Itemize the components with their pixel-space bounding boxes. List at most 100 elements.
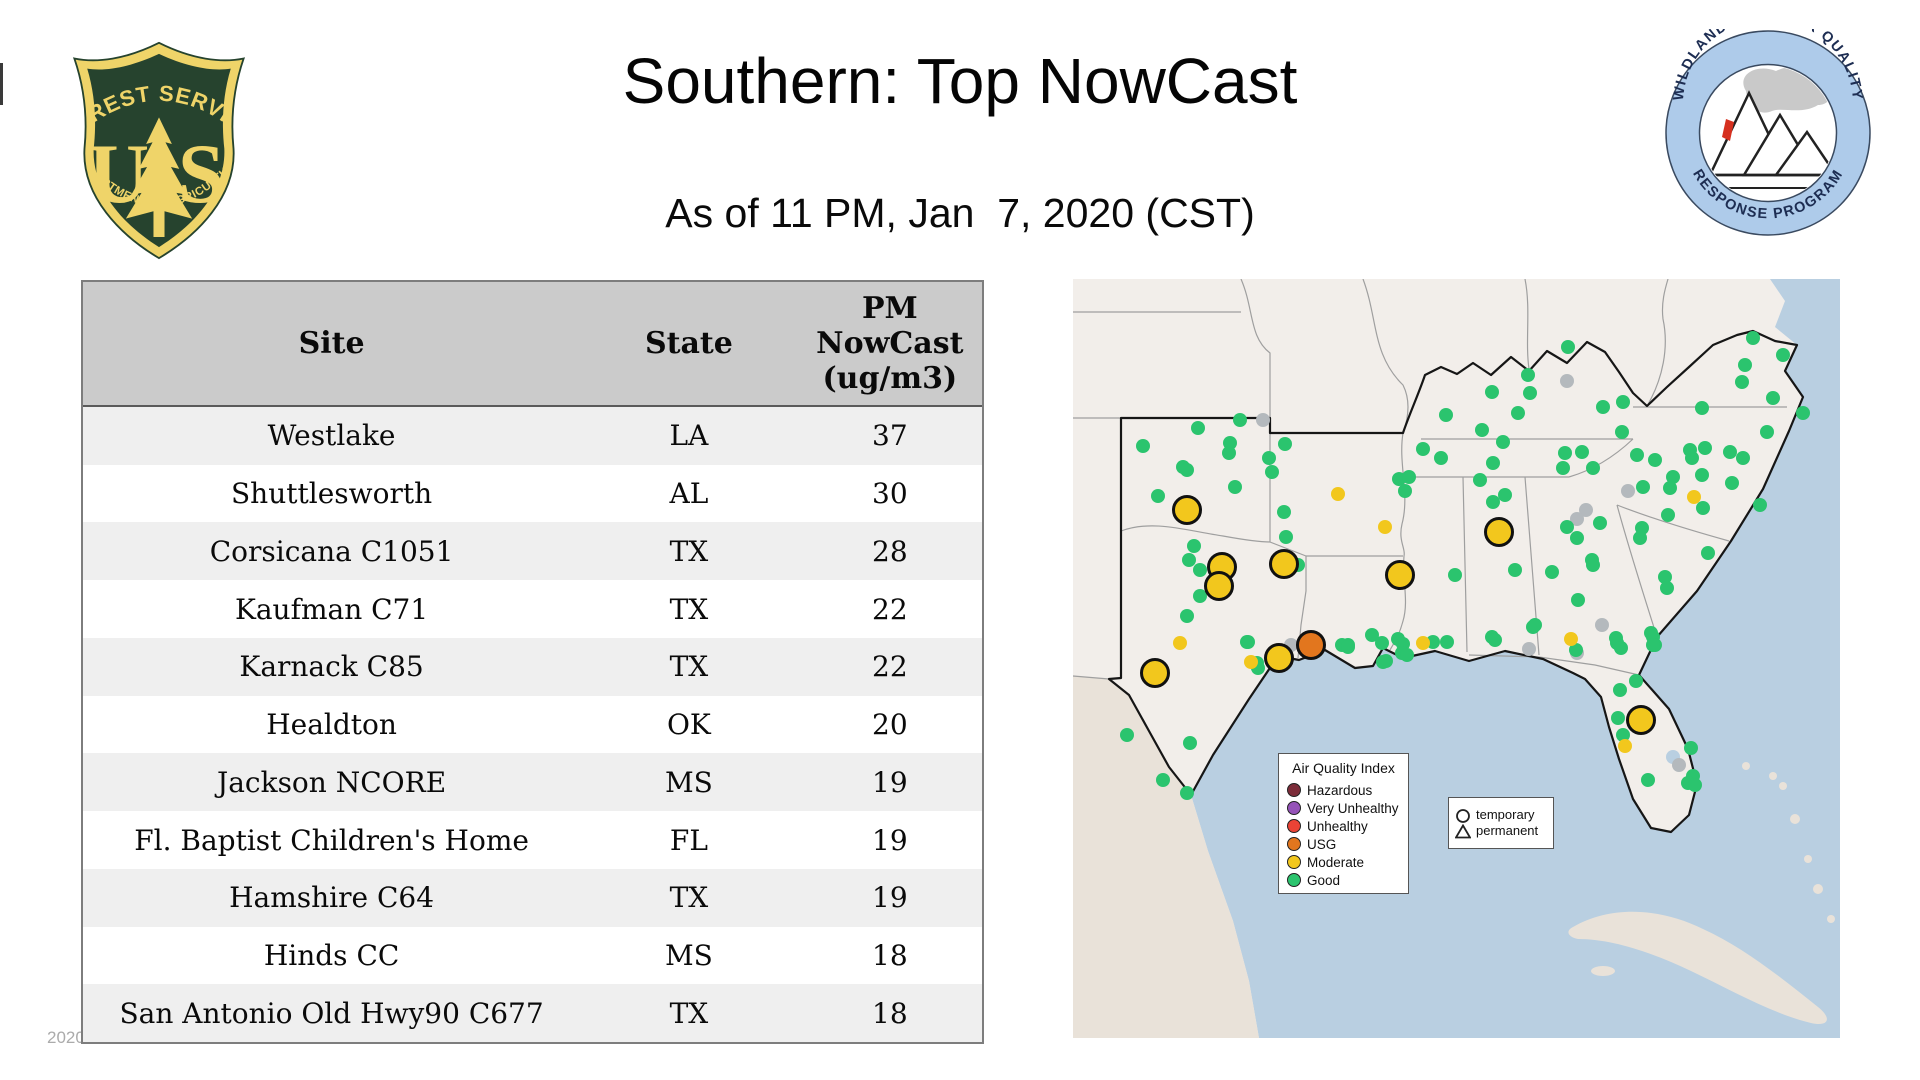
dots-large-moderate-marker — [1626, 705, 1656, 735]
table-row: Shuttlesworth AL 30 — [83, 464, 982, 523]
dots-good-marker — [1561, 340, 1575, 354]
dots-good-marker — [1485, 385, 1499, 399]
cell-value: 28 — [872, 534, 908, 568]
dots-good-marker — [1182, 553, 1196, 567]
dots-neutral-marker — [1595, 618, 1609, 632]
table-row: Karnack C85 TX 22 — [83, 637, 982, 696]
dots-good-marker — [1376, 655, 1390, 669]
dots-good-marker — [1586, 461, 1600, 475]
dots-good-marker — [1136, 439, 1150, 453]
dots-good-marker — [1556, 461, 1570, 475]
cell-state: TX — [669, 650, 709, 684]
dots-good-marker — [1473, 473, 1487, 487]
dots-good-marker — [1193, 563, 1207, 577]
dots-good-marker — [1646, 638, 1660, 652]
dots-good-marker — [1488, 633, 1502, 647]
dots-large-usg-marker — [1296, 630, 1326, 660]
cell-value: 19 — [872, 823, 908, 857]
dots-good-marker — [1616, 395, 1630, 409]
dots-good-marker — [1575, 445, 1589, 459]
dots-good-marker — [1615, 425, 1629, 439]
page-subtitle: As of 11 PM, Jan 7, 2020 (CST) — [665, 190, 1255, 236]
table-body: Westlake LA 37 Shuttlesworth AL 30 Corsicana C… — [83, 407, 982, 1043]
table-row: Kaufman C71 TX 22 — [83, 580, 982, 638]
dots-good-marker — [1636, 480, 1650, 494]
cell-state: TX — [669, 534, 709, 568]
dots-small-moderate-marker — [1378, 520, 1392, 534]
dots-good-marker — [1434, 451, 1448, 465]
dots-good-marker — [1475, 423, 1489, 437]
dots-good-marker — [1265, 465, 1279, 479]
dots-small-moderate-marker — [1618, 739, 1632, 753]
dots-good-marker — [1511, 406, 1525, 420]
table-row: Healdton OK 20 — [83, 695, 982, 754]
cell-value: 20 — [872, 708, 908, 742]
dots-good-marker — [1508, 563, 1522, 577]
dots-good-marker — [1262, 451, 1276, 465]
dots-good-marker — [1180, 463, 1194, 477]
dots-good-marker — [1486, 456, 1500, 470]
header-state: State — [644, 326, 733, 361]
header-site: Site — [298, 326, 365, 361]
dots-good-marker — [1277, 505, 1291, 519]
table-row: Hamshire C64 TX 19 — [83, 868, 982, 927]
dots-good-marker — [1776, 348, 1790, 362]
cell-value: 19 — [872, 881, 908, 915]
cell-site: Westlake — [267, 419, 396, 453]
dots-neutral-marker — [1522, 642, 1536, 656]
flame-icon — [1722, 119, 1734, 141]
cell-site: Hamshire C64 — [229, 881, 435, 915]
cell-value: 18 — [872, 996, 908, 1030]
dots-small-moderate-marker — [1244, 655, 1258, 669]
aqi-legend-item: Moderate — [1287, 853, 1400, 871]
dots-good-marker — [1558, 446, 1572, 460]
svg-text:S: S — [178, 128, 225, 221]
temporary-circle-icon — [1456, 808, 1470, 823]
map-islands — [1591, 762, 1835, 976]
cell-value: 19 — [872, 765, 908, 799]
dots-good-marker — [1498, 488, 1512, 502]
aqi-color-dot — [1287, 873, 1301, 887]
dots-good-marker — [1685, 451, 1699, 465]
aqi-label: USG — [1307, 836, 1337, 852]
dots-good-marker — [1375, 636, 1389, 650]
header-pm-line2: NowCast — [816, 326, 964, 361]
cell-value: 22 — [872, 592, 908, 626]
marker-type-legend: temporary permanent — [1448, 797, 1554, 849]
dots-good-marker — [1753, 498, 1767, 512]
cell-value: 37 — [872, 419, 908, 453]
dots-good-marker — [1156, 773, 1170, 787]
dots-good-marker — [1400, 648, 1414, 662]
map-land — [1073, 279, 1803, 1038]
dots-good-marker — [1187, 539, 1201, 553]
dots-good-marker — [1180, 609, 1194, 623]
dots-large-moderate-marker — [1484, 517, 1514, 547]
dots-good-marker — [1120, 728, 1134, 742]
dots-good-marker — [1448, 568, 1462, 582]
cell-state: OK — [666, 708, 711, 742]
dots-good-marker — [1439, 408, 1453, 422]
dots-good-marker — [1701, 546, 1715, 560]
dots-good-marker — [1365, 628, 1379, 642]
table-row: Hinds CC MS 18 — [83, 926, 982, 985]
dots-good-marker — [1183, 736, 1197, 750]
dots-good-marker — [1725, 476, 1739, 490]
forest-service-logo: FOREST SERVICE U S DEPARTMENT OF AGRICUL… — [58, 20, 251, 261]
map-state-borders — [1073, 279, 1787, 680]
table-header-row: Site State PM NowCast (ug/m3) — [83, 282, 982, 407]
page-title: Southern: Top NowCast — [622, 45, 1298, 117]
map-cuba — [1568, 911, 1827, 1025]
cell-state: FL — [669, 823, 708, 857]
dots-good-marker — [1398, 484, 1412, 498]
dots-good-marker — [1688, 778, 1702, 792]
aqi-label: Good — [1307, 872, 1341, 888]
dots-good-marker — [1630, 448, 1644, 462]
dots-small-moderate-marker — [1331, 487, 1345, 501]
dots-good-marker — [1736, 451, 1750, 465]
cell-state: TX — [669, 592, 709, 626]
dots-good-marker — [1151, 489, 1165, 503]
aqi-color-dot — [1287, 819, 1301, 833]
dots-good-marker — [1760, 425, 1774, 439]
header-pm-line1: PM — [861, 291, 918, 326]
dots-good-marker — [1222, 446, 1236, 460]
